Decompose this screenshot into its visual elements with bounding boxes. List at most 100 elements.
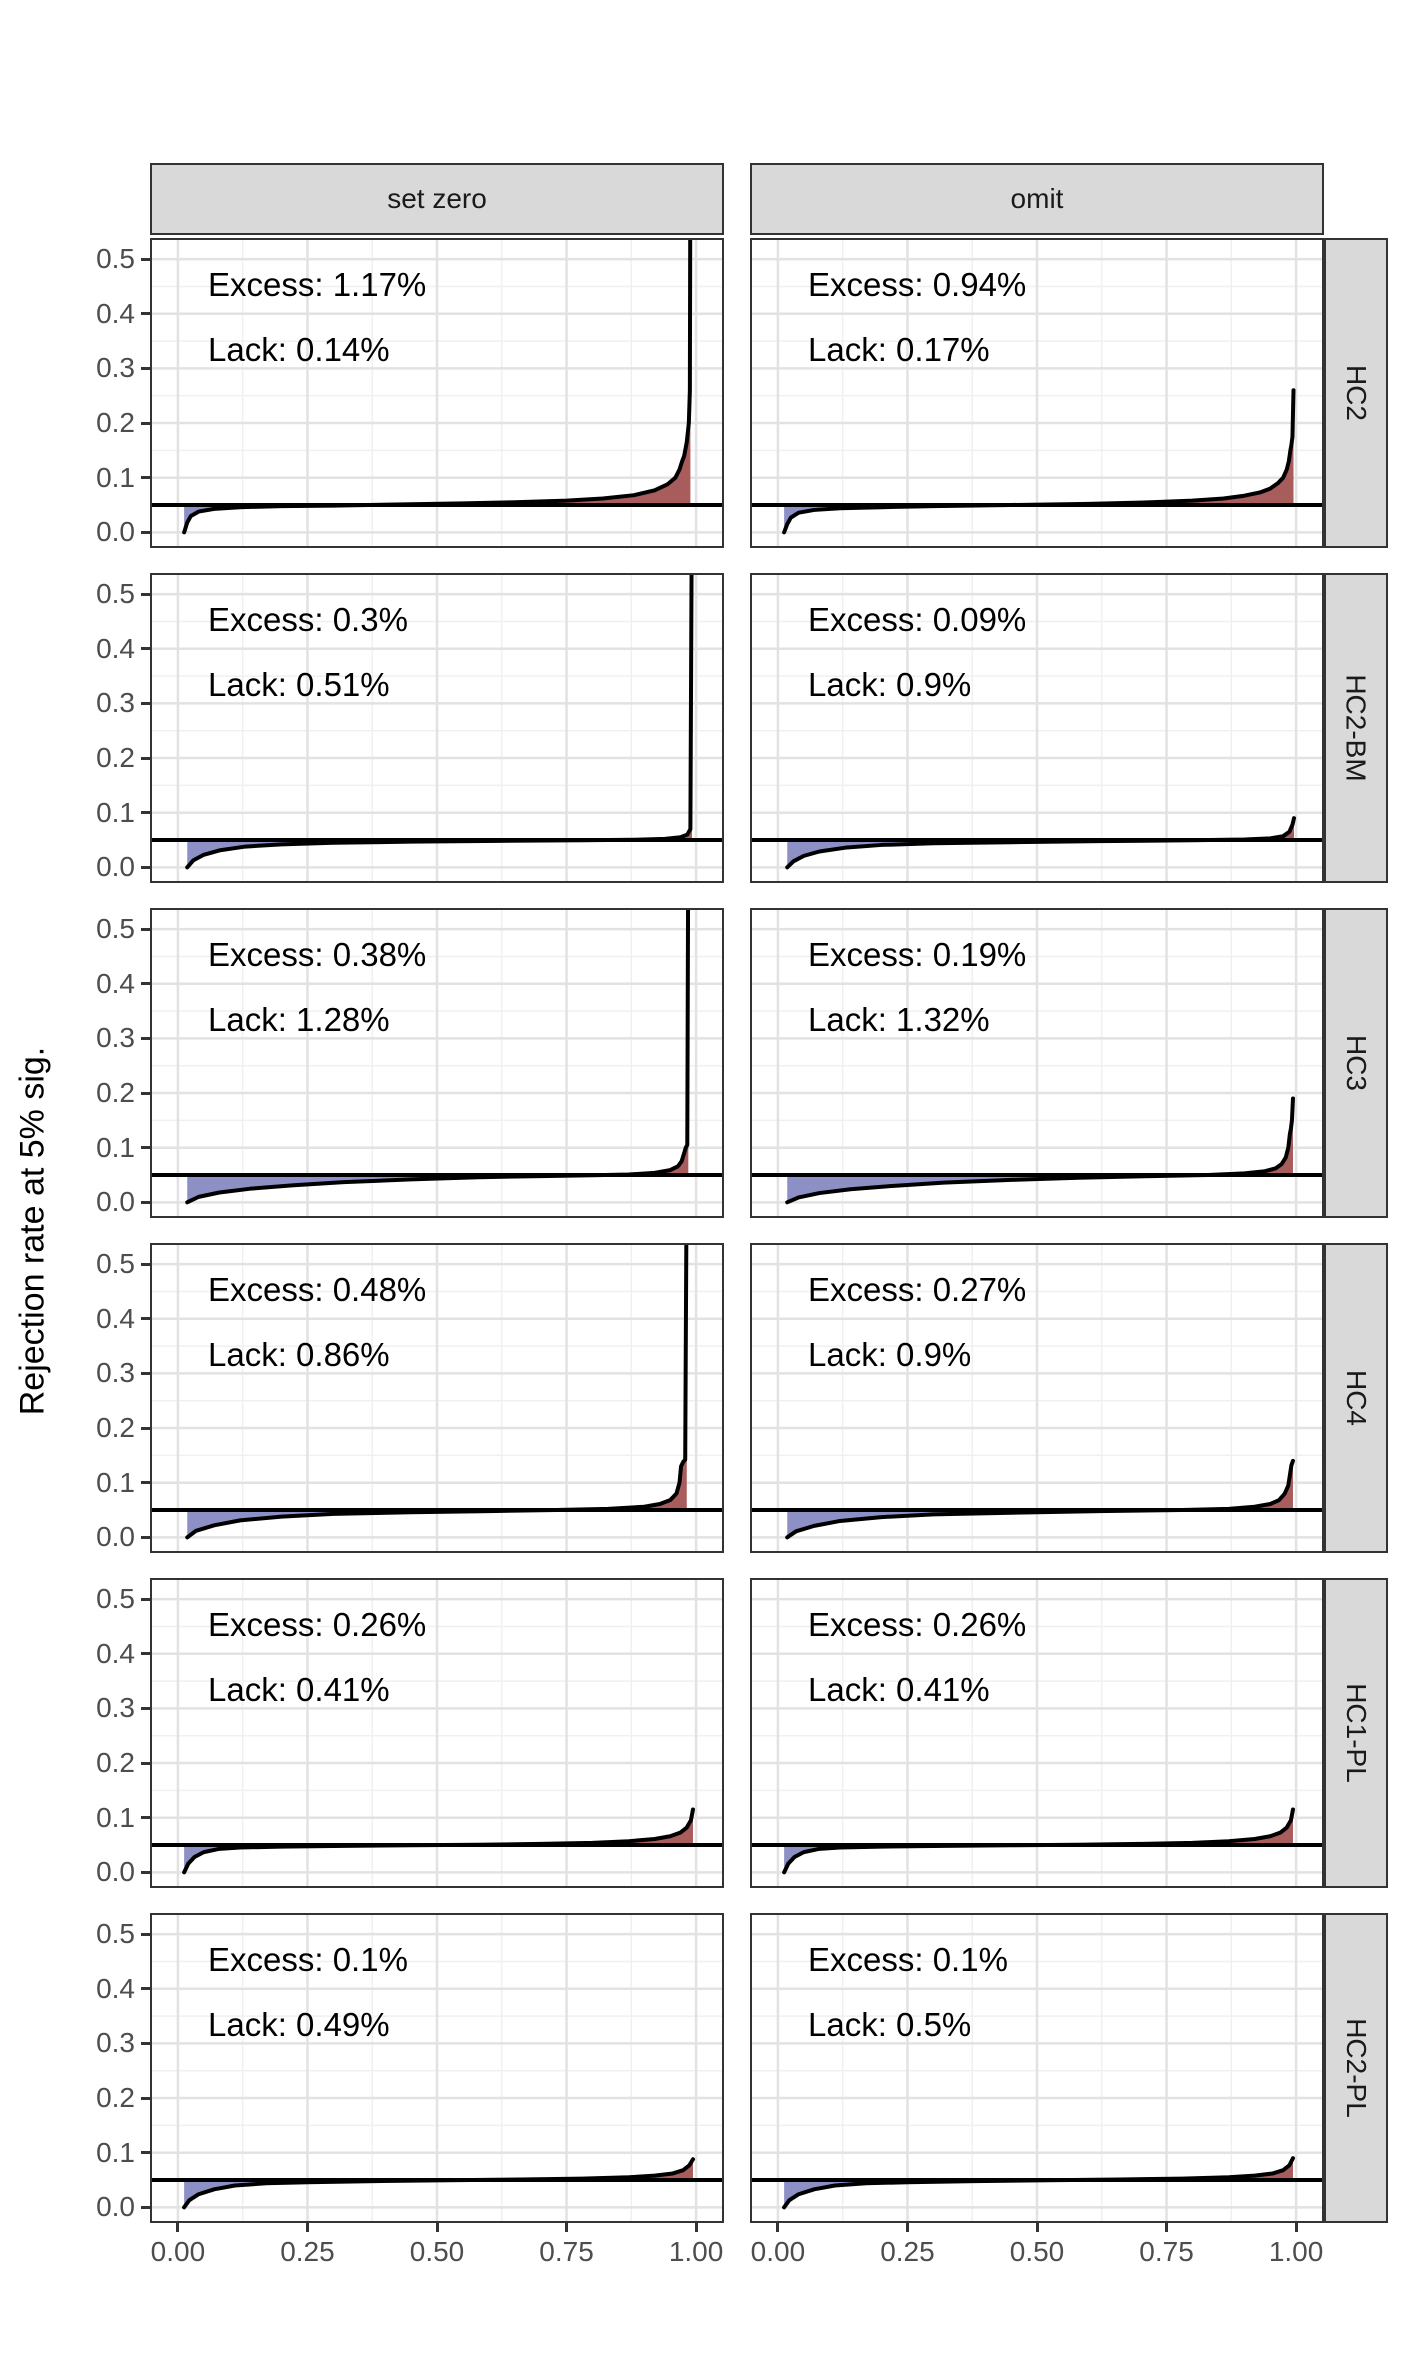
- column-facet-strip-set-zero: set zero: [150, 163, 724, 235]
- y-tick-mark: [141, 2151, 150, 2155]
- y-tick-label: 0.2: [96, 1412, 135, 1444]
- rejection-rate-curve: [785, 1096, 1295, 1205]
- y-tick-mark: [141, 1987, 150, 1991]
- excess-annotation: Excess: 0.19%: [808, 936, 1027, 973]
- excess-annotation: Excess: 0.1%: [208, 1941, 408, 1978]
- lack-annotation: Lack: 1.32%: [808, 1001, 990, 1038]
- lack-annotation: Lack: 0.9%: [808, 1336, 972, 1373]
- y-tick-label: 0.4: [96, 1302, 135, 1334]
- facet-panel: Excess: 0.94% Lack: 0.17%: [750, 238, 1324, 548]
- rejection-rate-curve: [782, 2156, 1295, 2210]
- y-tick-label: 0.4: [96, 1637, 135, 1669]
- lack-annotation: Lack: 0.86%: [208, 1336, 390, 1373]
- excess-annotation: Excess: 0.1%: [808, 1941, 1008, 1978]
- excess-annotation: Excess: 0.94%: [808, 266, 1027, 303]
- y-tick-label: 0.5: [96, 243, 135, 275]
- facet-panel: Excess: 0.09% Lack: 0.9%: [750, 573, 1324, 883]
- facet-panel: Excess: 0.1% Lack: 0.5%: [750, 1913, 1324, 2223]
- facet-panel: Excess: 0.27% Lack: 0.9%: [750, 1243, 1324, 1553]
- y-tick-label: 0.0: [96, 2191, 135, 2223]
- excess-annotation: Excess: 0.48%: [208, 1271, 427, 1308]
- y-tick-label: 0.2: [96, 407, 135, 439]
- row-facet-label: HC2-BM: [1341, 674, 1372, 782]
- y-tick-mark: [141, 1146, 150, 1150]
- y-tick-mark: [141, 1371, 150, 1375]
- y-tick-label: 0.3: [96, 1692, 135, 1724]
- y-tick-mark: [141, 1091, 150, 1095]
- y-tick-mark: [141, 756, 150, 760]
- row-facet-strip: HC4: [1324, 1243, 1388, 1553]
- y-tick-label: 0.0: [96, 851, 135, 883]
- row-facet-strip: HC2: [1324, 238, 1388, 548]
- panel-chart: [752, 1915, 1322, 2221]
- lack-annotation: Lack: 0.41%: [208, 1671, 390, 1708]
- row-facet-label: HC2-PL: [1341, 2018, 1372, 2118]
- y-tick-mark: [141, 1036, 150, 1040]
- y-tick-label: 0.3: [96, 1022, 135, 1054]
- y-tick-label: 0.1: [96, 1801, 135, 1833]
- y-tick-label: 0.4: [96, 1972, 135, 2004]
- excess-annotation: Excess: 1.17%: [208, 266, 427, 303]
- x-tick-label: 0.00: [750, 2236, 806, 2267]
- lack-annotation: Lack: 0.14%: [208, 331, 390, 368]
- y-tick-label: 0.4: [96, 632, 135, 664]
- panel-chart: [152, 1915, 722, 2221]
- y-tick-label: 0.4: [96, 967, 135, 999]
- y-tick-mark: [141, 1652, 150, 1656]
- y-tick-mark: [141, 366, 150, 370]
- facet-panel: Excess: 0.3% Lack: 0.51%: [150, 573, 724, 883]
- row-facet-label: HC3: [1340, 1034, 1372, 1092]
- lack-area: [184, 2180, 693, 2208]
- y-tick-mark: [141, 1706, 150, 1710]
- excess-area: [787, 1460, 1293, 1511]
- y-tick-label: 0.0: [96, 1186, 135, 1218]
- x-tick-mark: [1294, 2223, 1298, 2232]
- y-tick-mark: [141, 1426, 150, 1430]
- facet-panel: Excess: 0.48% Lack: 0.86%: [150, 1243, 724, 1553]
- panel-chart: [752, 1245, 1322, 1551]
- lack-area: [187, 840, 692, 868]
- y-tick-label: 0.1: [96, 1466, 135, 1498]
- row-facet-strip: HC1-PL: [1324, 1578, 1388, 1888]
- lack-area: [787, 1510, 1293, 1538]
- x-tick-label: 0.50: [1009, 2236, 1065, 2267]
- row-facet-label: HC1-PL: [1341, 1683, 1372, 1783]
- y-tick-label: 0.1: [96, 2136, 135, 2168]
- y-tick-label: 0.3: [96, 687, 135, 719]
- y-tick-mark: [141, 1200, 150, 1204]
- lack-area: [784, 2180, 1293, 2208]
- panel-chart: [752, 575, 1322, 881]
- facet-panel: Excess: 1.17% Lack: 0.14%: [150, 238, 724, 548]
- x-tick-mark: [305, 2223, 309, 2232]
- y-tick-mark: [141, 1481, 150, 1485]
- y-tick-label: 0.5: [96, 913, 135, 945]
- y-tick-label: 0.1: [96, 796, 135, 828]
- y-tick-mark: [141, 312, 150, 316]
- lack-area: [187, 1175, 689, 1203]
- y-tick-mark: [141, 530, 150, 534]
- x-tick-mark: [905, 2223, 909, 2232]
- y-tick-label: 0.2: [96, 2082, 135, 2114]
- y-tick-mark: [141, 865, 150, 869]
- y-tick-label: 0.1: [96, 1131, 135, 1163]
- facet-panel: Excess: 0.19% Lack: 1.32%: [750, 908, 1324, 1218]
- y-tick-mark: [141, 257, 150, 261]
- x-tick-mark: [776, 2223, 780, 2232]
- y-tick-mark: [141, 1816, 150, 1820]
- y-tick-mark: [141, 2205, 150, 2209]
- column-facet-label: omit: [1010, 183, 1064, 214]
- x-tick-label: 0.75: [1139, 2236, 1194, 2267]
- y-tick-label: 0.3: [96, 2027, 135, 2059]
- y-tick-label: 0.2: [96, 1077, 135, 1109]
- y-tick-mark: [141, 701, 150, 705]
- y-tick-mark: [141, 1761, 150, 1765]
- x-tick-mark: [565, 2223, 569, 2232]
- lack-annotation: Lack: 0.51%: [208, 666, 390, 703]
- lack-area: [784, 505, 1294, 533]
- panel-chart: [152, 1245, 722, 1551]
- lack-area: [187, 1510, 687, 1538]
- row-facet-label: HC4: [1340, 1369, 1372, 1427]
- y-tick-label: 0.3: [96, 1357, 135, 1389]
- facet-panel: Excess: 0.1% Lack: 0.49%: [150, 1913, 724, 2223]
